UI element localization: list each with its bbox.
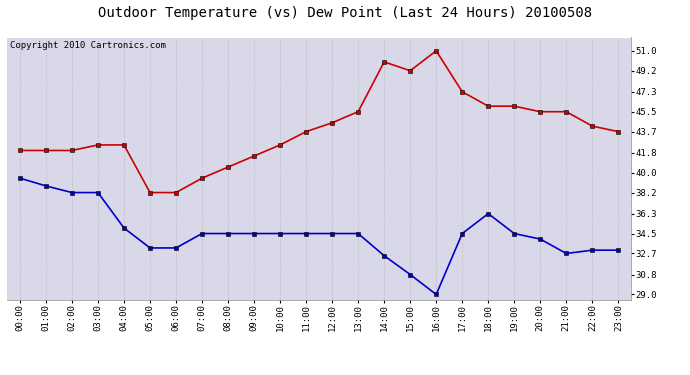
Text: Copyright 2010 Cartronics.com: Copyright 2010 Cartronics.com	[10, 42, 166, 51]
Text: Outdoor Temperature (vs) Dew Point (Last 24 Hours) 20100508: Outdoor Temperature (vs) Dew Point (Last…	[98, 6, 592, 20]
